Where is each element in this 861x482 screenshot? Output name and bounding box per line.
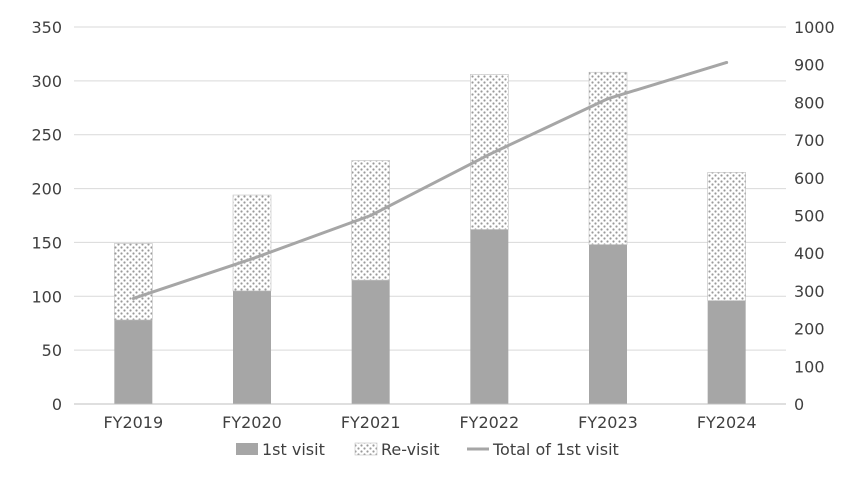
bar-1st-visit — [707, 300, 746, 404]
bar-re-visit — [114, 243, 153, 321]
line-point — [487, 152, 491, 156]
y-right-tick-label: 300 — [794, 282, 825, 301]
bars — [114, 71, 746, 404]
line-point — [606, 97, 610, 101]
line-series — [131, 60, 729, 300]
line-point — [725, 60, 729, 64]
y-left-tick-label: 100 — [31, 287, 62, 306]
legend-label: Total of 1st visit — [492, 440, 619, 459]
legend-label: 1st visit — [262, 440, 325, 459]
y-right-tick-label: 800 — [794, 93, 825, 112]
line-point — [250, 257, 254, 261]
line-total-of-1st-visit — [132, 61, 728, 300]
y-right-tick-label: 0 — [794, 395, 804, 414]
x-tick-label: FY2022 — [459, 413, 519, 432]
x-tick-label: FY2020 — [222, 413, 282, 432]
bar-re-visit — [470, 74, 509, 230]
bar-re-visit — [351, 160, 390, 281]
y-right-tick-label: 600 — [794, 169, 825, 188]
y-left-tick-label: 350 — [31, 18, 62, 37]
legend-label: Re-visit — [381, 440, 440, 459]
y-right-tick-label: 900 — [794, 56, 825, 75]
axes: 0 50 100 150 200 250 300 350 0 100 200 300 400 500 600… — [31, 18, 834, 432]
y-right-tick-label: 500 — [794, 207, 825, 226]
legend-swatch — [236, 443, 258, 455]
bar-1st-visit — [351, 280, 390, 404]
x-tick-label: FY2023 — [578, 413, 638, 432]
y-left-tick-label: 0 — [52, 395, 62, 414]
y-right-tick-label: 700 — [794, 131, 825, 150]
bar-1st-visit — [589, 244, 627, 404]
legend: 1st visit Re-visit Total of 1st visit — [236, 440, 619, 459]
bar-1st-visit — [114, 319, 153, 404]
x-tick-label: FY2024 — [697, 413, 757, 432]
y-right-tick-label: 100 — [794, 357, 825, 376]
line-point — [369, 214, 373, 217]
gridlines — [74, 26, 786, 351]
y-left-tick-label: 50 — [42, 341, 62, 360]
y-left-tick-label: 300 — [31, 72, 62, 91]
y-left-tick-label: 200 — [31, 180, 62, 199]
y-right-tick-label: 400 — [794, 244, 825, 263]
bar-re-visit — [588, 71, 628, 245]
bar-1st-visit — [470, 229, 509, 404]
bar-1st-visit — [233, 290, 271, 404]
y-left-tick-label: 250 — [31, 126, 62, 145]
bar-re-visit — [707, 172, 746, 301]
y-left-tick-label: 150 — [31, 233, 62, 252]
y-right-tick-label: 200 — [794, 320, 825, 339]
bar-re-visit — [232, 194, 272, 292]
legend-swatch — [354, 442, 378, 456]
x-tick-label: FY2019 — [103, 413, 163, 432]
x-tick-label: FY2021 — [341, 413, 401, 432]
y-right-tick-label: 1000 — [794, 18, 835, 37]
line-point — [131, 296, 135, 300]
